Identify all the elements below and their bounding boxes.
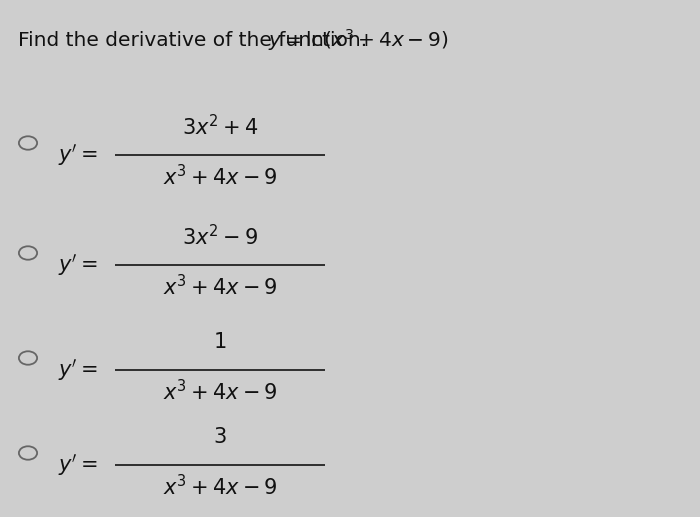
Text: $x^3 + 4x - 9$: $x^3 + 4x - 9$ [162,275,277,299]
Text: $x^3 + 4x - 9$: $x^3 + 4x - 9$ [162,475,277,499]
Text: $3x^2 - 9$: $3x^2 - 9$ [182,224,258,250]
Text: $y = \ln(x^3 + 4x - 9)$: $y = \ln(x^3 + 4x - 9)$ [268,27,449,53]
Text: $1$: $1$ [214,332,227,352]
Text: $x^3 + 4x - 9$: $x^3 + 4x - 9$ [162,379,277,405]
Text: $3x^2 + 4$: $3x^2 + 4$ [182,114,258,140]
Text: $y' =$: $y' =$ [58,357,98,383]
Text: Find the derivative of the function.: Find the derivative of the function. [18,31,380,50]
Text: $y' =$: $y' =$ [58,142,98,168]
Text: $3$: $3$ [214,427,227,447]
Text: $x^3 + 4x - 9$: $x^3 + 4x - 9$ [162,164,277,190]
Text: $y' =$: $y' =$ [58,252,98,278]
Text: $y' =$: $y' =$ [58,452,98,478]
